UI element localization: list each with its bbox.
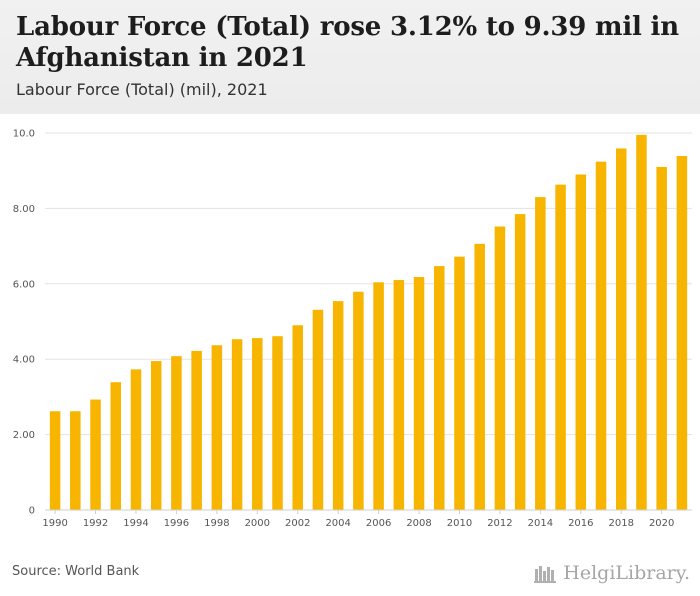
bar-2004[interactable] bbox=[332, 301, 344, 510]
bar-2000[interactable] bbox=[252, 338, 263, 510]
y-tick-label: 10.0 bbox=[13, 129, 35, 140]
chart-subtitle: Labour Force (Total) (mil), 2021 bbox=[16, 80, 268, 99]
bar-1992[interactable] bbox=[90, 399, 101, 510]
x-tick-label: 2014 bbox=[528, 518, 553, 529]
bar-2001[interactable] bbox=[272, 336, 283, 510]
bar-2016[interactable] bbox=[575, 174, 587, 510]
bar-2007[interactable] bbox=[393, 280, 405, 510]
x-tick-label: 2016 bbox=[568, 518, 593, 529]
x-tick-label: 2006 bbox=[366, 518, 391, 529]
x-tick-label: 2018 bbox=[609, 518, 634, 529]
bar-2017[interactable] bbox=[595, 161, 607, 510]
brand-logo[interactable]: HelgiLibrary. bbox=[534, 560, 690, 586]
x-tick-label: 1994 bbox=[123, 518, 148, 529]
x-tick-label: 1990 bbox=[42, 518, 67, 529]
bar-1990[interactable] bbox=[49, 411, 61, 510]
x-tick-label: 1996 bbox=[164, 518, 189, 529]
bar-2006[interactable] bbox=[373, 282, 384, 510]
y-tick-label: 8.00 bbox=[13, 204, 35, 215]
x-tick-label: 2008 bbox=[406, 518, 431, 529]
x-tick-label: 2012 bbox=[487, 518, 512, 529]
x-tick-label: 1998 bbox=[204, 518, 229, 529]
bar-2003[interactable] bbox=[312, 309, 324, 510]
bar-2018[interactable] bbox=[615, 148, 627, 510]
brand-name: HelgiLibrary. bbox=[563, 562, 690, 584]
bar-1994[interactable] bbox=[130, 369, 142, 510]
bar-1996[interactable] bbox=[171, 356, 182, 510]
library-icon bbox=[534, 566, 557, 583]
y-tick-label: 6.00 bbox=[13, 279, 35, 290]
bar-1995[interactable] bbox=[150, 361, 162, 510]
x-tick-label: 2000 bbox=[245, 518, 270, 529]
bar-chart: 0 2.00 4.00 6.00 8.00 10.0 1990 1992 1994 1996 199… bbox=[13, 129, 692, 529]
bar-1997[interactable] bbox=[191, 350, 202, 510]
x-tick-label: 2004 bbox=[325, 518, 350, 529]
bar-2008[interactable] bbox=[413, 277, 425, 510]
bar-2005[interactable] bbox=[353, 291, 364, 510]
bar-2011[interactable] bbox=[474, 243, 485, 510]
bar-2019[interactable] bbox=[636, 134, 647, 510]
chart-area: 0 2.00 4.00 6.00 8.00 10.0 1990 1992 1994 1996 199… bbox=[0, 114, 700, 534]
y-tick-label: 2.00 bbox=[13, 430, 35, 441]
y-tick-label: 4.00 bbox=[13, 355, 35, 366]
bar-1993[interactable] bbox=[110, 382, 122, 510]
bar-1999[interactable] bbox=[231, 339, 243, 510]
y-tick-label: 0 bbox=[29, 506, 35, 517]
bar-2021[interactable] bbox=[676, 156, 688, 510]
x-tick-label: 2002 bbox=[285, 518, 310, 529]
bar-2012[interactable] bbox=[494, 226, 506, 511]
bar-2014[interactable] bbox=[535, 197, 546, 510]
bar-2002[interactable] bbox=[292, 325, 303, 510]
x-tick-label: 2010 bbox=[447, 518, 472, 529]
bar-1998[interactable] bbox=[211, 345, 223, 510]
bar-2009[interactable] bbox=[434, 266, 445, 510]
bar-2013[interactable] bbox=[514, 214, 526, 510]
x-tick-label: 1992 bbox=[83, 518, 108, 529]
header: Labour Force (Total) rose 3.12% to 9.39 … bbox=[0, 0, 700, 114]
bar-2020[interactable] bbox=[656, 166, 667, 510]
bar-1991[interactable] bbox=[70, 411, 81, 510]
bar-2015[interactable] bbox=[555, 184, 566, 510]
bar-2010[interactable] bbox=[454, 256, 465, 510]
source-text: Source: World Bank bbox=[12, 564, 140, 579]
x-tick-label: 2020 bbox=[649, 518, 674, 529]
page-title: Labour Force (Total) rose 3.12% to 9.39 … bbox=[16, 12, 679, 73]
